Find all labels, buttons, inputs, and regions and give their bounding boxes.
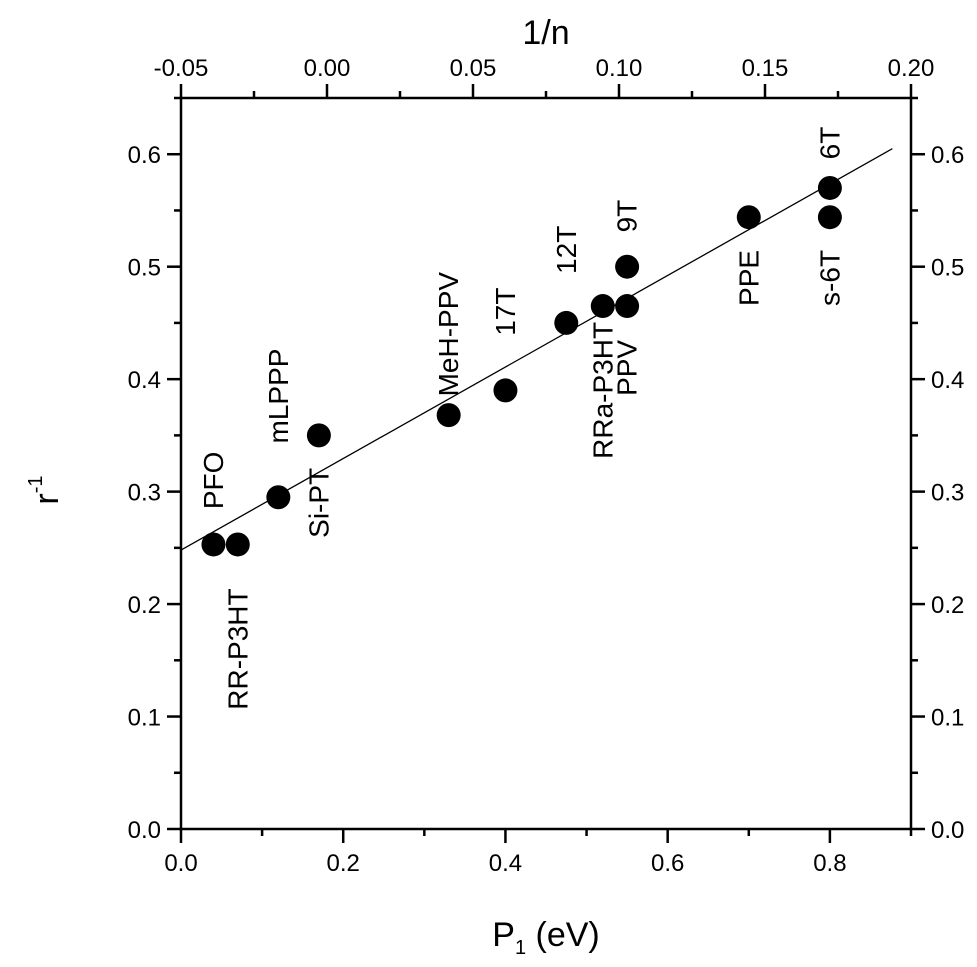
top-x-tick-label: 0.10 <box>596 55 643 82</box>
y-tick-label: 0.0 <box>128 817 161 844</box>
x-tick-label: 0.8 <box>813 850 846 877</box>
data-point <box>615 294 640 319</box>
top-x-tick-label: 0.15 <box>742 55 789 82</box>
data-point <box>436 403 461 428</box>
point-labels-layer: PFO RR-P3HT mLPPP Si-PT MeH-PPV 17T 12T RRa-P3H… <box>198 127 845 710</box>
x-axis-title-sub: 1 <box>515 937 526 959</box>
y-axis-title: r-1 <box>25 475 66 504</box>
points-layer <box>201 175 842 557</box>
fit-layer <box>180 148 893 551</box>
data-point <box>493 378 518 403</box>
x-tick-label: 0.4 <box>489 850 522 877</box>
x-tick-label: 0.6 <box>651 850 684 877</box>
top-x-tick-label: -0.05 <box>154 55 209 82</box>
point-label: RRa-P3HT <box>587 322 618 459</box>
right-y-tick-label: 0.3 <box>931 480 964 507</box>
right-y-tick-label: 0.2 <box>931 592 964 619</box>
data-point <box>225 532 250 557</box>
x-axis-title-unit: (eV) <box>526 916 600 954</box>
top-x-tick-label: 0.20 <box>888 55 935 82</box>
right-y-tick-label: 0.5 <box>931 255 964 282</box>
data-point <box>615 254 640 279</box>
right-y-tick-label: 0.6 <box>931 142 964 169</box>
top-axis-title: 1/n <box>522 14 569 52</box>
y-tick-label: 0.2 <box>128 592 161 619</box>
y-tick-label: 0.4 <box>128 367 161 394</box>
point-label: PFO <box>198 452 229 510</box>
point-label: s-6T <box>814 250 845 306</box>
point-label: 17T <box>490 288 521 336</box>
x-tick-label: 0.2 <box>327 850 360 877</box>
y-tick-label: 0.1 <box>128 705 161 732</box>
point-label: PPE <box>733 250 764 306</box>
y-axis-title-sup: -1 <box>25 475 47 493</box>
point-label: Si-PT <box>303 468 334 538</box>
svg-text:r-1: r-1 <box>25 475 66 504</box>
y-tick-label: 0.3 <box>128 480 161 507</box>
y-tick-label: 0.5 <box>128 255 161 282</box>
data-point <box>590 294 615 319</box>
point-label: 9T <box>612 200 643 233</box>
ticks-layer: 0.0 0.2 0.4 0.6 0.8-0.05 0.00 0.05 0.10 0.15 0.20… <box>128 55 965 877</box>
top-x-tick-label: 0.05 <box>450 55 497 82</box>
data-point <box>306 423 331 448</box>
top-x-tick-label: 0.00 <box>304 55 351 82</box>
data-point <box>817 205 842 230</box>
data-point <box>201 532 226 557</box>
point-label: PPV <box>612 340 643 396</box>
right-y-tick-label: 0.1 <box>931 705 964 732</box>
data-point <box>736 205 761 230</box>
plot-frame <box>179 96 913 831</box>
point-label: mLPPP <box>263 349 294 444</box>
right-y-tick-label: 0.0 <box>931 817 964 844</box>
point-label: 6T <box>814 127 845 160</box>
point-label: MeH-PPV <box>433 272 464 397</box>
data-point <box>266 485 291 510</box>
x-axis-title: P1 (eV) <box>492 916 600 959</box>
point-label: RR-P3HT <box>222 588 253 709</box>
linear-fit-line <box>180 148 893 551</box>
point-label: 12T <box>551 226 582 274</box>
data-point <box>554 310 579 335</box>
x-axis-title-main: P <box>492 916 515 954</box>
right-y-tick-label: 0.4 <box>931 367 964 394</box>
y-tick-label: 0.6 <box>128 142 161 169</box>
data-point <box>817 175 842 200</box>
y-axis-title-main: r <box>28 493 66 504</box>
x-tick-label: 0.0 <box>164 850 197 877</box>
